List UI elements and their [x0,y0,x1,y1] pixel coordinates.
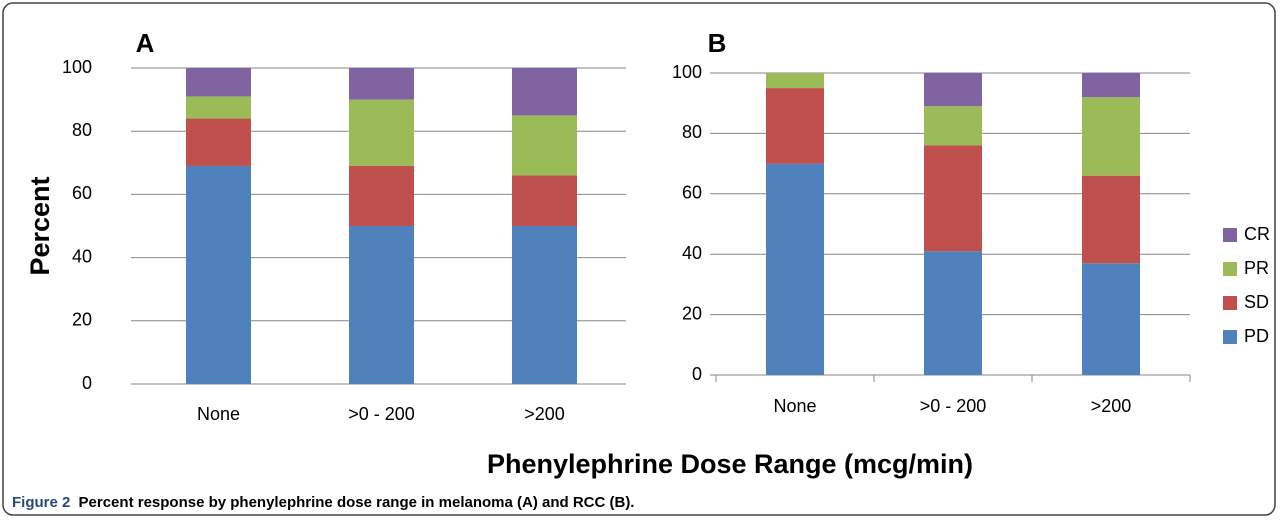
bar-segment [766,73,824,89]
bar-segment [924,106,982,146]
x-axis-title: Phenylephrine Dose Range (mcg/min) [487,449,973,479]
bar-segment [186,118,251,166]
bar-segment [924,251,982,375]
bar-segment [1082,175,1140,264]
x-tick-label: >200 [1091,396,1132,416]
legend-swatch [1223,228,1237,242]
bar-segment [349,226,414,384]
y-tick-label: 60 [682,183,702,203]
x-tick-label: >0 - 200 [348,404,415,424]
bar-segment [924,73,982,107]
bar-segment [924,145,982,252]
y-tick-label: 40 [682,243,702,263]
panel-title: B [708,28,727,58]
y-tick-label: 100 [672,62,702,82]
legend-swatch [1223,296,1237,310]
bar-segment [512,68,577,116]
bar-segment [766,163,824,375]
bar-segment [1082,97,1140,176]
legend-label: SD [1244,292,1269,312]
bar-segment [512,226,577,384]
y-tick-label: 0 [692,364,702,384]
y-tick-label: 80 [72,120,92,140]
bar-segment [512,175,577,226]
y-tick-label: 20 [682,303,702,323]
y-tick-label: 60 [72,183,92,203]
x-tick-label: >200 [524,404,565,424]
bar-segment [186,68,251,97]
y-tick-label: 20 [72,310,92,330]
bar-segment [512,115,577,176]
legend-swatch [1223,262,1237,276]
panel-title: A [136,28,155,58]
bar-segment [349,68,414,100]
y-tick-label: 80 [682,122,702,142]
legend-label: PR [1244,258,1269,278]
y-tick-label: 100 [62,57,92,77]
y-axis-title: Percent [25,176,55,275]
bar-segment [186,165,251,384]
bar-segment [766,88,824,164]
legend-label: PD [1244,326,1269,346]
bar-segment [186,96,251,119]
legend-label: CR [1244,224,1270,244]
legend-swatch [1223,330,1237,344]
y-tick-label: 0 [82,373,92,393]
bar-segment [1082,73,1140,98]
x-tick-label: None [773,396,816,416]
bar-segment [349,165,414,226]
x-tick-label: >0 - 200 [920,396,987,416]
bar-segment [349,99,414,166]
caption-label: Figure 2 [12,494,70,511]
x-tick-label: None [197,404,240,424]
caption: Figure 2 Percent response by phenylephri… [12,494,634,511]
y-tick-label: 40 [72,246,92,266]
bar-segment [1082,263,1140,375]
caption-text: Percent response by phenylephrine dose r… [79,494,635,511]
